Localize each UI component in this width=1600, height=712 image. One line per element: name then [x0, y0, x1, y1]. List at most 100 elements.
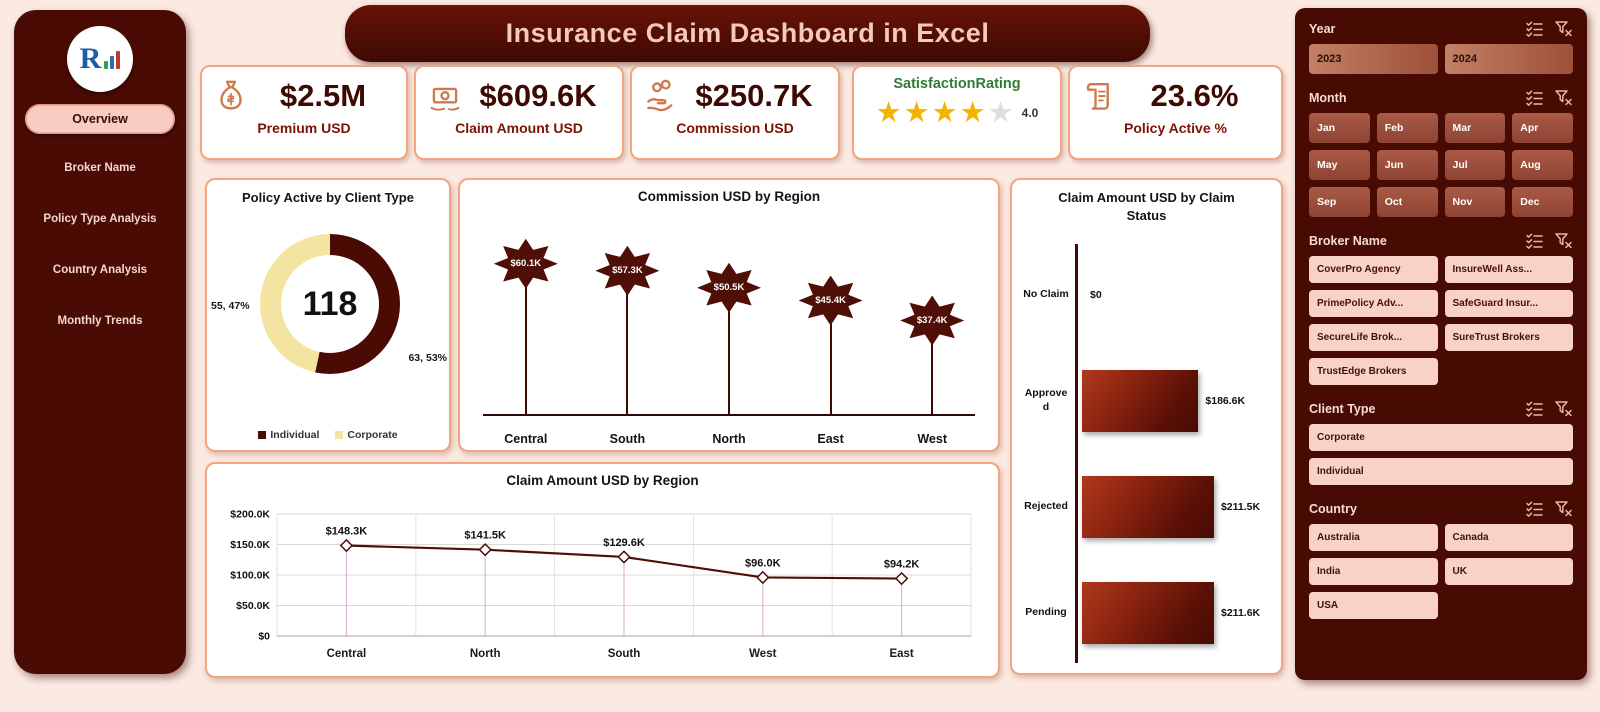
svg-text:$141.5K: $141.5K [464, 530, 506, 542]
kpi-card-commission-usd: $250.7K Commission USD [630, 65, 840, 160]
logo-chart-icon [104, 49, 121, 69]
country-clear-filter-icon[interactable] [1554, 500, 1573, 517]
svg-text:$50.0K: $50.0K [236, 600, 270, 612]
slicer-option-jun[interactable]: Jun [1376, 150, 1438, 180]
client-type-select-all-icon[interactable] [1525, 400, 1544, 417]
policy-active-chart-card: Policy Active by Client Type 118 55, 47%… [205, 178, 451, 452]
policy-scroll-icon [1080, 77, 1118, 115]
year-select-all-icon[interactable] [1525, 20, 1544, 37]
slicer-option-jan[interactable]: Jan [1309, 113, 1370, 143]
country-select-all-icon[interactable] [1525, 500, 1544, 517]
kpi-label: Premium USD [257, 120, 351, 136]
svg-text:South: South [608, 648, 641, 660]
commission-stem [626, 270, 629, 414]
slicer-option-individual[interactable]: Individual [1309, 458, 1573, 485]
slicer-option-2023[interactable]: 2023 [1309, 44, 1438, 74]
star-icon: ★ [931, 97, 960, 129]
axis-category-label: Pending [1025, 606, 1067, 619]
svg-text:West: West [749, 648, 776, 660]
slicer-option-trustedge-brokers[interactable]: TrustEdge Brokers [1309, 358, 1438, 385]
bar [1082, 582, 1214, 644]
commission-stem [931, 320, 934, 414]
slicer-option-australia[interactable]: Australia [1309, 524, 1438, 551]
sidebar-item-monthly-trends[interactable]: Monthly Trends [57, 315, 143, 327]
year-clear-filter-icon[interactable] [1554, 20, 1573, 37]
slicer-option-apr[interactable]: Apr [1512, 113, 1573, 143]
svg-text:$94.2K: $94.2K [884, 559, 920, 571]
legend-item-individual: Individual [258, 429, 319, 441]
star-icon: ★ [903, 97, 932, 129]
satisfaction-value: 4.0 [1021, 105, 1039, 120]
svg-text:East: East [889, 648, 913, 660]
slicer-option-securelife-brok[interactable]: SecureLife Brok... [1309, 324, 1438, 351]
axis-category-label: Approved [1024, 387, 1068, 413]
star-icon: ★ [987, 97, 1016, 129]
claim-status-chart-card: Claim Amount USD by Claim Status No Clai… [1010, 178, 1283, 675]
slicer-option-usa[interactable]: USA [1309, 592, 1438, 619]
month-select-all-icon[interactable] [1525, 89, 1544, 106]
star-icon: ★ [959, 97, 988, 129]
slicer-option-mar[interactable]: Mar [1444, 113, 1506, 143]
data-label: $211.6K [1221, 607, 1261, 619]
kpi-label: Commission USD [676, 120, 794, 136]
slicer-option-uk[interactable]: UK [1444, 558, 1573, 585]
month-clear-filter-icon[interactable] [1554, 89, 1573, 106]
claim-status-chart: No Claim $0 Approved $186.6K Rejected $211.5K… [1020, 242, 1273, 665]
client-type-clear-filter-icon[interactable] [1554, 400, 1573, 417]
slicer-option-dec[interactable]: Dec [1512, 187, 1573, 217]
axis-category-label: Rejected [1024, 500, 1068, 513]
sidebar-item-overview[interactable]: Overview [25, 104, 175, 134]
slicer-client-type: Client Type Corporate Individual [1309, 400, 1573, 485]
kpi-label: Policy Active % [1124, 120, 1227, 136]
slicer-month: Month Jan Feb Mar Apr May Jun Jul Aug Sep Oct Nov De… [1309, 89, 1573, 217]
slicer-option-sep[interactable]: Sep [1309, 187, 1370, 217]
donut-chart: 118 55, 47% 63, 53% [207, 222, 449, 408]
y-axis-line [1075, 244, 1078, 663]
satisfaction-stars: ★ ★ ★ ★ ★ 4.0 [854, 95, 1060, 130]
slicer-option-may[interactable]: May [1309, 150, 1370, 180]
broker-name-clear-filter-icon[interactable] [1554, 232, 1573, 249]
axis-category-label: East [817, 432, 844, 446]
broker-name-select-all-icon[interactable] [1525, 232, 1544, 249]
line-chart-svg: $0 $50.0K $100.0K $150.0K $200.0K $148.3K Cent… [230, 509, 972, 660]
kpi-card-policy-active: 23.6% Policy Active % [1068, 65, 1283, 160]
sidebar-item-policy-type-analysis[interactable]: Policy Type Analysis [43, 213, 157, 225]
sidebar-nav: Overview Broker Name Policy Type Analysis C… [14, 104, 186, 360]
slicer-title: Country [1309, 501, 1357, 516]
svg-text:$150.0K: $150.0K [230, 539, 270, 551]
individual-swatch [258, 431, 267, 439]
commission-star-marker: $50.5K [697, 262, 761, 313]
slicer-option-suretrust-brokers[interactable]: SureTrust Brokers [1444, 324, 1573, 351]
commission-star-marker: $37.4K [900, 295, 965, 346]
svg-text:$100.0K: $100.0K [230, 570, 270, 582]
slicer-option-canada[interactable]: Canada [1444, 524, 1573, 551]
legend-item-corporate: Corporate [335, 429, 398, 441]
commission-star-marker: $60.1K [493, 238, 558, 289]
slicer-option-nov[interactable]: Nov [1444, 187, 1506, 217]
commission-stem [829, 300, 832, 414]
claim-region-chart-card: Claim Amount USD by Region $0 $50.0K $100.… [205, 462, 1000, 678]
axis-category-label: West [917, 432, 947, 446]
sidebar-item-country-analysis[interactable]: Country Analysis [52, 264, 148, 276]
slicer-option-aug[interactable]: Aug [1512, 150, 1573, 180]
slicer-option-coverpro-agency[interactable]: CoverPro Agency [1309, 256, 1438, 283]
sidebar-item-broker-name[interactable]: Broker Name [64, 162, 136, 174]
slicer-option-oct[interactable]: Oct [1376, 187, 1438, 217]
slicer-option-insurewell-ass[interactable]: InsureWell Ass... [1444, 256, 1573, 283]
slicer-year: Year 2023 2024 [1309, 20, 1573, 74]
svg-text:$129.6K: $129.6K [603, 537, 645, 549]
slicer-option-jul[interactable]: Jul [1444, 150, 1506, 180]
slicer-option-india[interactable]: India [1309, 558, 1438, 585]
donut-chart-title: Policy Active by Client Type [242, 190, 414, 205]
kpi-value: 23.6% [1150, 78, 1239, 113]
legend-label: Corporate [347, 429, 398, 441]
kpi-card-premium-usd: $2.5M Premium USD [200, 65, 408, 160]
slicer-option-primepolicy-adv[interactable]: PrimePolicy Adv... [1309, 290, 1438, 317]
slicer-option-feb[interactable]: Feb [1376, 113, 1438, 143]
commission-hand-icon [642, 77, 680, 115]
slicer-option-corporate[interactable]: Corporate [1309, 424, 1573, 451]
svg-text:North: North [470, 648, 501, 660]
slicer-option-2024[interactable]: 2024 [1444, 44, 1573, 74]
slicer-option-safeguard-insur[interactable]: SafeGuard Insur... [1444, 290, 1573, 317]
